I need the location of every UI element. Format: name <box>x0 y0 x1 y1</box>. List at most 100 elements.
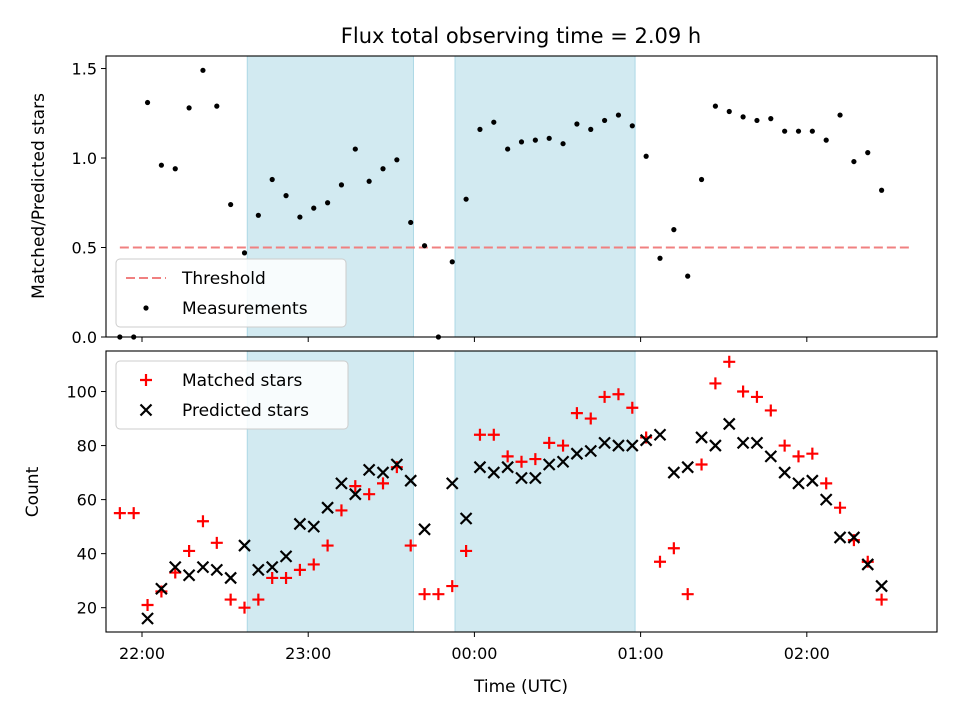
data-point <box>518 139 525 145</box>
data-point <box>501 450 514 463</box>
data-point <box>487 428 500 441</box>
data-point <box>809 128 815 134</box>
data-point <box>501 460 514 474</box>
data-point <box>837 112 843 118</box>
data-point <box>307 558 320 571</box>
data-point <box>598 390 611 403</box>
data-point <box>685 273 691 279</box>
data-point <box>408 219 414 226</box>
data-point <box>477 126 483 132</box>
data-point <box>321 501 334 514</box>
data-point <box>654 555 666 568</box>
data-point <box>681 588 694 601</box>
data-point <box>228 201 234 208</box>
y-tick-label: 0.5 <box>72 239 97 258</box>
data-point <box>158 162 164 168</box>
bottom-panel-counts: Count 20 40 60 80 100 22:00 23:00 00:00 01:00 02:… <box>23 350 938 663</box>
data-point <box>736 436 750 450</box>
x-tick-label: 01:00 <box>618 644 664 663</box>
data-point <box>515 455 528 468</box>
data-point <box>529 453 542 466</box>
data-point <box>325 200 331 206</box>
data-point <box>737 385 750 398</box>
data-point <box>626 439 639 452</box>
y-tick-label: 0.0 <box>72 328 97 347</box>
data-point <box>782 128 788 134</box>
data-point <box>556 455 570 469</box>
data-point <box>269 176 275 183</box>
data-point <box>823 137 829 143</box>
data-point <box>252 593 265 606</box>
legend-label: Matched stars <box>182 371 302 391</box>
data-point <box>335 477 348 490</box>
data-point <box>570 407 583 420</box>
data-point <box>653 428 667 442</box>
data-point <box>459 512 473 525</box>
data-point <box>574 121 580 127</box>
data-point <box>629 123 635 129</box>
data-point <box>390 458 404 471</box>
data-point <box>349 487 362 501</box>
data-point <box>266 571 279 584</box>
data-point <box>186 105 192 111</box>
y-tick-label: 20 <box>77 599 97 618</box>
y-tick-label: 1.5 <box>72 60 97 79</box>
data-point <box>778 466 791 479</box>
data-point <box>875 593 888 606</box>
legend-label: Predicted stars <box>182 401 309 421</box>
data-point <box>819 493 833 506</box>
data-point <box>834 501 847 514</box>
legend-label: Threshold <box>181 269 266 289</box>
data-point <box>865 150 871 156</box>
data-point <box>532 137 538 143</box>
data-point <box>473 428 486 441</box>
data-point <box>363 488 376 501</box>
data-point <box>394 157 400 163</box>
shaded-interval <box>454 350 636 633</box>
data-point <box>643 153 649 159</box>
plot-frame <box>105 350 938 633</box>
data-point <box>879 187 885 193</box>
data-point <box>307 520 321 533</box>
data-point <box>740 114 746 120</box>
data-point <box>875 579 888 593</box>
data-point <box>214 103 220 109</box>
data-point <box>505 146 511 152</box>
data-point <box>473 460 487 474</box>
bottom-ylabel: Count <box>23 466 43 517</box>
legend-box <box>115 360 349 430</box>
data-point <box>657 255 663 261</box>
shaded-interval <box>454 55 636 338</box>
data-point <box>546 135 552 141</box>
data-point <box>847 531 861 544</box>
data-point <box>626 401 639 414</box>
data-point <box>861 558 875 571</box>
data-point <box>615 112 622 118</box>
data-point <box>612 388 625 401</box>
data-point <box>612 439 625 452</box>
data-point <box>210 536 223 549</box>
data-point <box>449 259 455 265</box>
data-point <box>297 214 303 220</box>
data-point <box>768 116 774 122</box>
x-tick-label: 22:00 <box>119 644 165 663</box>
legend-marker <box>139 403 153 417</box>
data-point <box>127 507 140 520</box>
data-point <box>570 447 584 460</box>
data-point <box>820 477 833 490</box>
data-point <box>321 539 334 552</box>
data-point <box>338 182 345 188</box>
plot-frame <box>105 55 938 338</box>
data-point <box>155 582 168 596</box>
data-point <box>200 67 206 73</box>
y-tick-label: 100 <box>66 383 97 402</box>
data-point <box>542 458 556 471</box>
data-point <box>560 141 566 147</box>
data-point <box>293 517 307 531</box>
data-point <box>487 466 501 479</box>
data-point <box>238 539 251 552</box>
x-tick-label: 00:00 <box>451 644 497 663</box>
data-point <box>283 193 289 199</box>
data-point <box>543 436 556 449</box>
data-point <box>681 460 694 474</box>
